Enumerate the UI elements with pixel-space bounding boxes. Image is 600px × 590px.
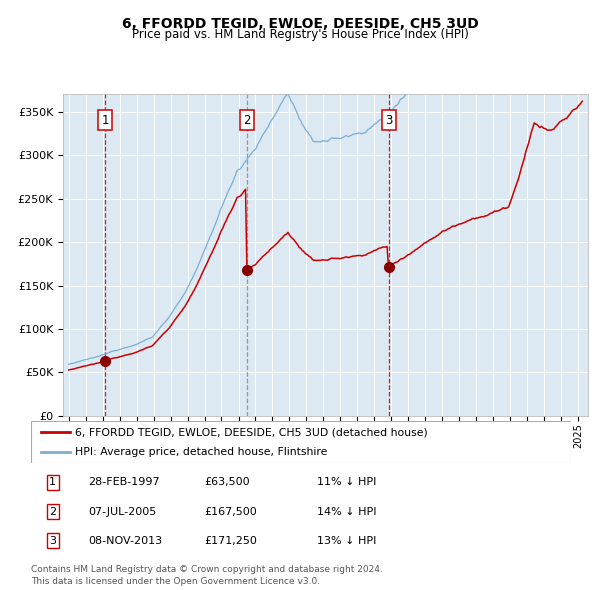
Text: 1: 1 — [49, 477, 56, 487]
Text: 1: 1 — [101, 114, 109, 127]
Text: 07-JUL-2005: 07-JUL-2005 — [88, 507, 156, 516]
Text: £171,250: £171,250 — [204, 536, 257, 546]
Text: 6, FFORDD TEGID, EWLOE, DEESIDE, CH5 3UD (detached house): 6, FFORDD TEGID, EWLOE, DEESIDE, CH5 3UD… — [76, 427, 428, 437]
Text: £167,500: £167,500 — [204, 507, 257, 516]
Text: £63,500: £63,500 — [204, 477, 250, 487]
Text: 11% ↓ HPI: 11% ↓ HPI — [317, 477, 377, 487]
Text: 13% ↓ HPI: 13% ↓ HPI — [317, 536, 377, 546]
Text: Price paid vs. HM Land Registry's House Price Index (HPI): Price paid vs. HM Land Registry's House … — [131, 28, 469, 41]
Text: 2: 2 — [244, 114, 251, 127]
Text: 2: 2 — [49, 507, 56, 516]
Text: 3: 3 — [49, 536, 56, 546]
Text: 28-FEB-1997: 28-FEB-1997 — [88, 477, 160, 487]
Text: 14% ↓ HPI: 14% ↓ HPI — [317, 507, 377, 516]
Text: HPI: Average price, detached house, Flintshire: HPI: Average price, detached house, Flin… — [76, 447, 328, 457]
Text: 08-NOV-2013: 08-NOV-2013 — [88, 536, 162, 546]
Text: 3: 3 — [385, 114, 392, 127]
Text: Contains HM Land Registry data © Crown copyright and database right 2024.
This d: Contains HM Land Registry data © Crown c… — [31, 565, 383, 586]
Text: 6, FFORDD TEGID, EWLOE, DEESIDE, CH5 3UD: 6, FFORDD TEGID, EWLOE, DEESIDE, CH5 3UD — [122, 17, 478, 31]
